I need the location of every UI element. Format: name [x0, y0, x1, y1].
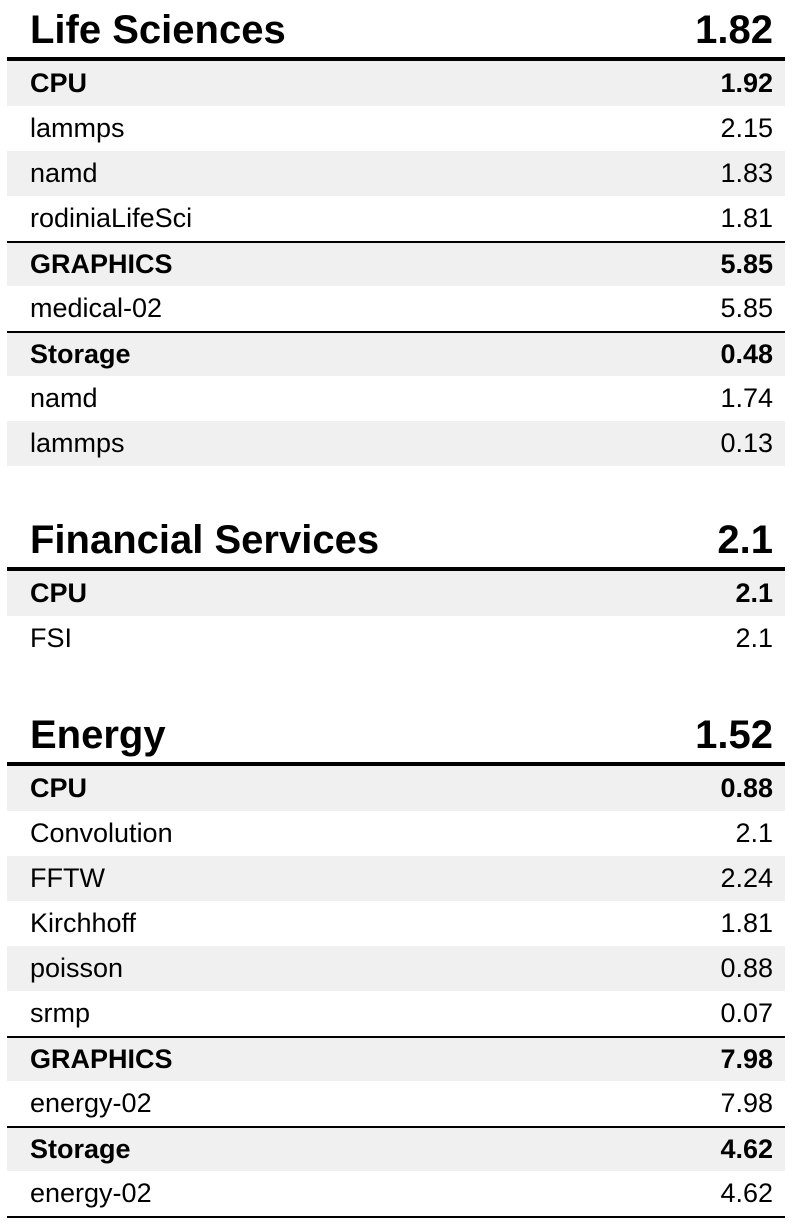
row-value: 2.1 [735, 578, 773, 608]
section-financial-services: Financial Services 2.1 CPU 2.1 FSI 2.1 [7, 519, 785, 661]
row-value: 2.24 [720, 863, 773, 893]
section-total: 1.52 [695, 713, 773, 757]
row-value: 7.98 [720, 1044, 773, 1074]
section-life-sciences: Life Sciences 1.82 CPU 1.92 lammps 2.15 … [7, 9, 785, 466]
row-value: 1.81 [720, 908, 773, 938]
section-title: Financial Services [30, 518, 380, 562]
section-header: Financial Services 2.1 [7, 519, 785, 571]
row-label: namd [30, 158, 98, 188]
row-label: Convolution [30, 818, 173, 848]
row-label: CPU [30, 68, 88, 98]
benchmark-table: CPU 0.88 Convolution 2.1 FFTW 2.24 Kirch… [7, 766, 785, 1218]
group-row: Storage 0.48 [7, 331, 785, 376]
row-value: 0.88 [720, 953, 773, 983]
group-row: CPU 2.1 [7, 571, 785, 616]
row-label: Kirchhoff [30, 908, 137, 938]
section-total: 2.1 [717, 518, 773, 562]
row-value: 1.83 [720, 158, 773, 188]
row-value: 4.62 [720, 1134, 773, 1164]
row-value: 5.85 [720, 293, 773, 323]
row-value: 5.85 [720, 249, 773, 279]
benchmark-table: CPU 2.1 FSI 2.1 [7, 571, 785, 661]
row-value: 0.13 [720, 428, 773, 458]
table-row: medical-02 5.85 [7, 286, 785, 331]
row-label: GRAPHICS [30, 1044, 173, 1074]
row-label: Storage [30, 339, 131, 369]
row-value: 1.81 [720, 203, 773, 233]
row-label: energy-02 [30, 1088, 152, 1118]
row-label: lammps [30, 428, 125, 458]
row-value: 2.15 [720, 113, 773, 143]
table-row: Kirchhoff 1.81 [7, 901, 785, 946]
row-label: GRAPHICS [30, 249, 173, 279]
row-label: FFTW [30, 863, 105, 893]
row-value: 1.92 [720, 68, 773, 98]
section-header: Energy 1.52 [7, 714, 785, 766]
row-value: 1.74 [720, 383, 773, 413]
row-value: 4.62 [720, 1178, 773, 1208]
row-label: namd [30, 383, 98, 413]
row-label: srmp [30, 998, 90, 1028]
row-label: poisson [30, 953, 124, 983]
table-row: lammps 2.15 [7, 106, 785, 151]
row-label: lammps [30, 113, 125, 143]
table-row: srmp 0.07 [7, 991, 785, 1036]
section-energy: Energy 1.52 CPU 0.88 Convolution 2.1 FFT… [7, 714, 785, 1218]
table-row: namd 1.74 [7, 376, 785, 421]
table-row: FFTW 2.24 [7, 856, 785, 901]
table-row: energy-02 4.62 [7, 1171, 785, 1216]
benchmark-table: CPU 1.92 lammps 2.15 namd 1.83 rodiniaLi… [7, 61, 785, 466]
row-value: 7.98 [720, 1088, 773, 1118]
row-value: 0.07 [720, 998, 773, 1028]
row-label: energy-02 [30, 1178, 152, 1208]
table-row: poisson 0.88 [7, 946, 785, 991]
row-value: 2.1 [735, 623, 773, 653]
row-label: CPU [30, 773, 88, 803]
row-value: 0.88 [720, 773, 773, 803]
group-row: CPU 0.88 [7, 766, 785, 811]
row-label: medical-02 [30, 293, 163, 323]
table-row: rodiniaLifeSci 1.81 [7, 196, 785, 241]
group-row: CPU 1.92 [7, 61, 785, 106]
table-row: Convolution 2.1 [7, 811, 785, 856]
group-row: GRAPHICS 7.98 [7, 1036, 785, 1081]
section-title: Life Sciences [30, 8, 286, 52]
row-label: FSI [30, 623, 73, 653]
table-row: namd 1.83 [7, 151, 785, 196]
section-total: 1.82 [695, 8, 773, 52]
row-value: 2.1 [735, 818, 773, 848]
row-label: Storage [30, 1134, 131, 1164]
row-label: rodiniaLifeSci [30, 203, 193, 233]
section-header: Life Sciences 1.82 [7, 9, 785, 61]
row-label: CPU [30, 578, 88, 608]
table-row: FSI 2.1 [7, 616, 785, 661]
table-row: lammps 0.13 [7, 421, 785, 466]
table-row: energy-02 7.98 [7, 1081, 785, 1126]
row-value: 0.48 [720, 339, 773, 369]
group-row: Storage 4.62 [7, 1126, 785, 1171]
section-title: Energy [30, 713, 166, 757]
group-row: GRAPHICS 5.85 [7, 241, 785, 286]
